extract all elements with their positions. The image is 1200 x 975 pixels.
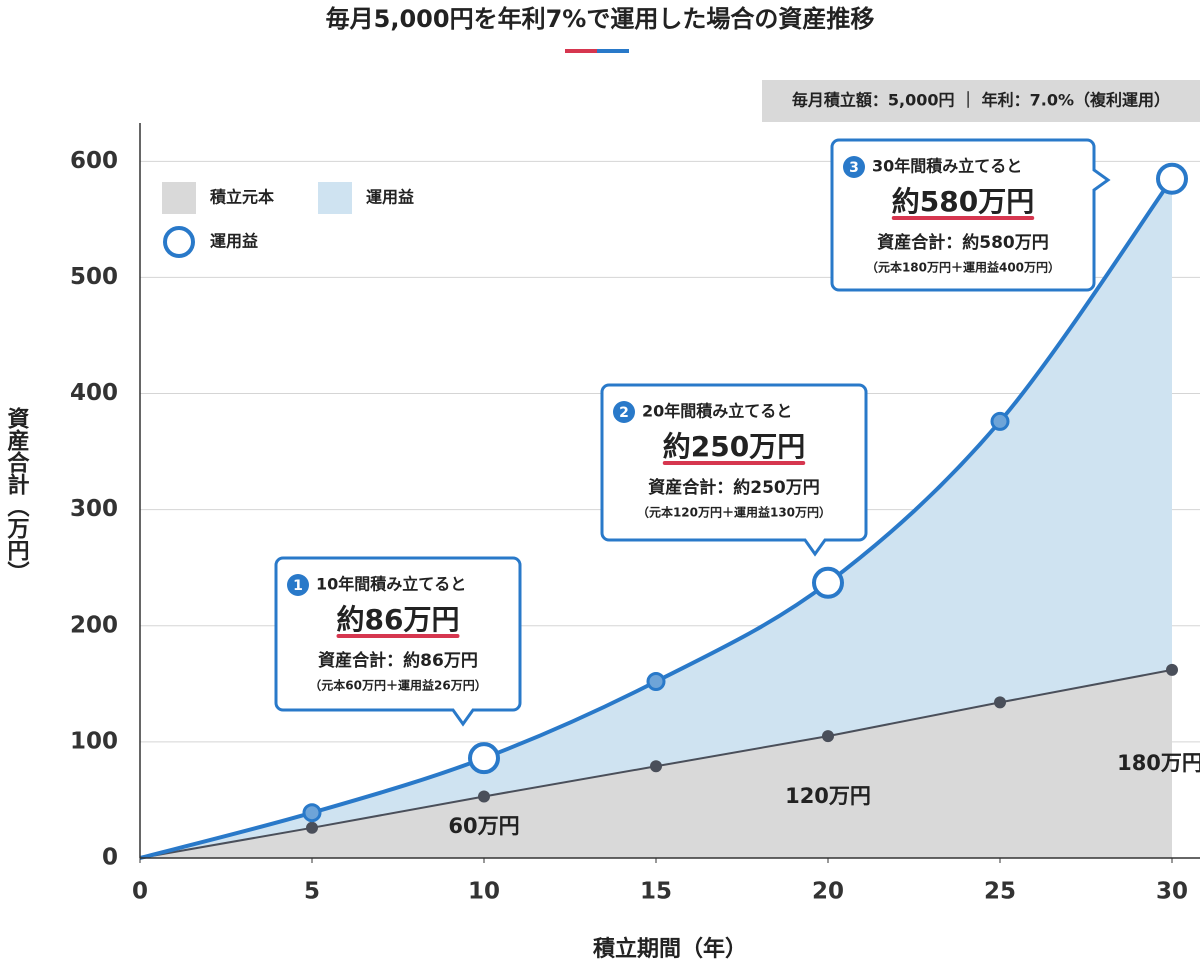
highlight-point	[812, 566, 844, 599]
callout-amount: 約86万円	[337, 603, 460, 636]
callout-total: 資産合計：約86万円	[318, 650, 478, 671]
callout-detail: （元本180万円＋運用益400万円）	[866, 260, 1060, 275]
y-tick-label: 200	[70, 612, 118, 638]
legend-swatch	[318, 182, 352, 214]
legend-label: 運用益	[366, 188, 414, 207]
principal-point	[478, 790, 490, 803]
x-tick-label: 10	[468, 879, 500, 905]
callout-underline	[662, 461, 806, 465]
callout-number: 3	[849, 160, 859, 176]
chart-title: 毎月5,000円を年利7%で運用した場合の資産推移	[326, 5, 875, 33]
info-text: 毎月積立額：5,000円 ｜ 年利：7.0%（複利運用）	[792, 91, 1170, 110]
legend-swatch	[162, 182, 196, 214]
x-tick-label: 20	[812, 879, 844, 905]
highlight-point	[468, 742, 500, 775]
principal-point	[1166, 663, 1178, 676]
y-tick-label: 600	[70, 148, 118, 174]
info-box	[762, 80, 1200, 122]
principal-point	[822, 730, 834, 743]
gain-area	[140, 178, 1172, 858]
callout-heading: 10年間積み立てると	[316, 575, 466, 594]
y-tick-label: 300	[70, 496, 118, 522]
x-tick-label: 0	[132, 879, 148, 905]
callout-amount: 約250万円	[663, 430, 805, 463]
callout-heading: 20年間積み立てると	[642, 402, 792, 421]
callout-total: 資産合計：約580万円	[877, 232, 1049, 253]
legend-swatch	[163, 226, 195, 258]
legend-label: 運用益	[210, 232, 258, 251]
callout-number: 1	[293, 578, 303, 594]
principal-point	[994, 696, 1006, 709]
title-accent	[597, 49, 629, 53]
callout-box	[600, 383, 868, 557]
callout-heading: 30年間積み立てると	[872, 157, 1022, 176]
callout-total: 資産合計：約250万円	[648, 477, 820, 498]
principal-label: 180万円	[1117, 751, 1200, 775]
callout-amount: 約580万円	[892, 185, 1034, 218]
callout-box	[274, 556, 522, 727]
total-point	[302, 803, 322, 823]
callout-underline	[891, 216, 1035, 220]
x-tick-label: 25	[984, 879, 1016, 905]
callout-box	[830, 138, 1111, 292]
principal-area	[140, 669, 1172, 858]
callout-detail: （元本60万円＋運用益26万円）	[309, 678, 486, 693]
callout-underline	[336, 634, 460, 638]
y-tick-label: 0	[102, 845, 118, 871]
principal-point	[650, 760, 662, 773]
legend-label: 積立元本	[209, 188, 274, 207]
total-point	[646, 672, 666, 692]
total-point	[990, 411, 1010, 431]
y-tick-label: 500	[70, 264, 118, 290]
title-accent	[565, 49, 597, 53]
principal-label: 120万円	[785, 784, 871, 808]
y-tick-label: 100	[70, 728, 118, 754]
callout-number: 2	[619, 405, 629, 421]
callout-detail: （元本120万円＋運用益130万円）	[637, 505, 831, 520]
x-tick-label: 5	[304, 879, 320, 905]
x-tick-label: 30	[1156, 879, 1188, 905]
y-tick-label: 400	[70, 380, 118, 406]
highlight-point	[1156, 162, 1188, 195]
callout-badge	[843, 156, 865, 178]
callout-badge	[287, 574, 309, 596]
principal-point	[306, 821, 318, 834]
x-axis-title: 積立期間（年）	[593, 936, 747, 962]
x-tick-label: 15	[640, 879, 672, 905]
callout-badge	[613, 401, 635, 423]
y-axis-title: 資産合計（万円）	[4, 406, 31, 583]
principal-label: 60万円	[448, 814, 519, 838]
